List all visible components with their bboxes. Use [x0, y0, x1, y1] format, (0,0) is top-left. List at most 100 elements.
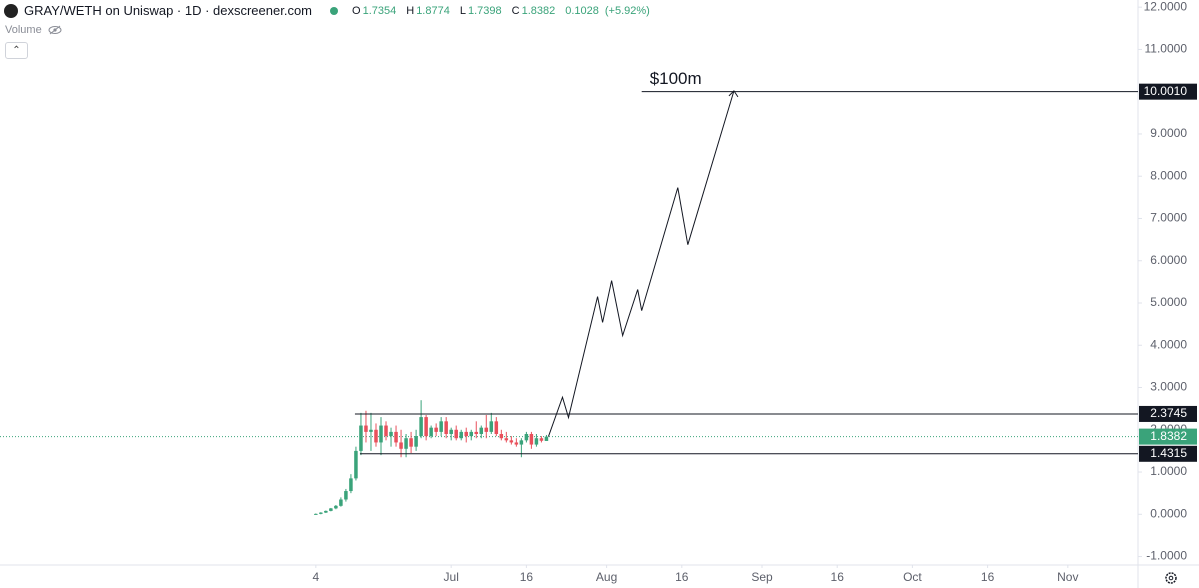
candle-body	[349, 478, 353, 492]
annotation: $100m	[650, 69, 702, 88]
change: 0.1028	[565, 4, 599, 17]
candle-body	[439, 421, 443, 432]
x-tick-label: Aug	[596, 570, 617, 584]
x-tick-label: 16	[981, 570, 995, 584]
candle-body	[354, 450, 358, 479]
volume-toggle[interactable]: Volume	[5, 24, 62, 36]
x-tick-label: Oct	[903, 570, 922, 584]
candle-body	[484, 427, 489, 432]
y-tick-label: 7.0000	[1150, 211, 1187, 225]
ohlc-value: 1.7398	[467, 4, 502, 17]
candle-body	[424, 417, 428, 437]
volume-label: Volume	[5, 24, 42, 36]
eye-icon	[48, 25, 62, 35]
y-tick-label: 12.0000	[1144, 0, 1188, 13]
candle-body	[364, 425, 368, 432]
candle-body	[384, 425, 388, 437]
price-label: 2.3745	[1150, 406, 1187, 420]
y-tick-label: 8.0000	[1150, 168, 1187, 182]
price-label: 1.4315	[1150, 446, 1187, 460]
candle-body	[369, 429, 373, 432]
gear-outer	[1165, 572, 1177, 584]
candle-body	[399, 442, 403, 449]
arrow-head	[728, 90, 739, 98]
candle-body	[329, 508, 333, 511]
candle-body	[314, 513, 318, 515]
y-tick-label: 5.0000	[1150, 295, 1187, 309]
logo	[4, 3, 18, 18]
price-label-box	[1139, 83, 1197, 100]
ohlc-label: L	[459, 4, 466, 17]
x-tick-label: 4	[312, 570, 319, 584]
candle-body	[539, 438, 544, 441]
candle-body	[319, 512, 323, 514]
price-label-box	[1139, 405, 1197, 422]
gear-inner	[1168, 575, 1174, 581]
ohlc-label: O	[352, 4, 361, 17]
ohlc-high: H 1.8774	[406, 5, 450, 17]
candle-body	[444, 421, 448, 434]
ohlc-label: C	[511, 4, 520, 17]
candle-body	[434, 427, 438, 432]
ohlc-value: 1.7354	[362, 4, 397, 17]
ohlc-value: 1.8382	[521, 4, 556, 17]
candle-body	[374, 429, 378, 443]
candle-body	[404, 438, 408, 449]
price-label: 10.0010	[1144, 84, 1188, 98]
last-price-box	[1139, 428, 1197, 445]
x-tick-label: 16	[831, 570, 845, 584]
ohlc-label: H	[406, 4, 415, 17]
candle-body	[334, 505, 338, 509]
y-tick-label: 9.0000	[1150, 126, 1187, 140]
y-tick-label: 11.0000	[1145, 42, 1188, 56]
y-tick-label: 6.0000	[1150, 253, 1187, 267]
candle-body	[469, 431, 473, 437]
candle-body	[499, 433, 504, 439]
y-tick-label: 3.0000	[1150, 380, 1187, 394]
candle-body	[324, 510, 328, 513]
x-tick-label: Sep	[751, 570, 773, 584]
pair-title[interactable]: GRAY/WETH on Uniswap · 1D · dexscreener.…	[24, 3, 313, 18]
candle-body	[479, 427, 484, 434]
candle-body	[494, 421, 499, 434]
candle-body	[339, 499, 343, 506]
x-tick-label: Nov	[1057, 570, 1078, 584]
candle-body	[419, 417, 423, 437]
price-label-box	[1139, 445, 1197, 462]
candle-body	[489, 421, 494, 432]
status-dot	[330, 6, 339, 15]
candle-body	[359, 425, 363, 451]
candle-body	[509, 440, 514, 443]
candle-body	[454, 429, 458, 439]
candle-body	[414, 436, 418, 447]
candle-body	[379, 425, 383, 443]
candle-body	[544, 436, 549, 441]
ohlc-low: L 1.7398	[460, 5, 502, 17]
x-tick-label: Jul	[444, 570, 459, 584]
candle-body	[394, 431, 398, 443]
candle-body	[519, 440, 524, 445]
candle-body	[344, 491, 348, 500]
y-tick-label: 0.0000	[1150, 506, 1187, 520]
y-tick-label: 1.0000	[1150, 464, 1187, 478]
ohlc-value: 1.8774	[416, 4, 450, 17]
candle-body	[459, 431, 463, 439]
x-tick-label: 16	[520, 570, 534, 584]
candle-body	[524, 433, 529, 441]
candle-body	[534, 438, 539, 445]
legend-header: GRAY/WETH on Uniswap · 1D · dexscreener.…	[4, 3, 650, 18]
change-pct: (+5.92%)	[604, 4, 650, 17]
candle-body	[409, 438, 413, 447]
collapse-button[interactable]: ⌃	[5, 42, 28, 59]
candle-body	[504, 438, 509, 441]
y-tick-label: 4.0000	[1150, 337, 1187, 351]
settings-icon[interactable]	[1165, 572, 1177, 584]
ohlc-open: O 1.7354	[352, 5, 396, 17]
candle-body	[449, 429, 453, 434]
x-tick-label: 16	[675, 570, 689, 584]
ohlc-close: C 1.8382	[512, 5, 556, 17]
projection-path	[547, 90, 735, 437]
candle-body	[389, 431, 393, 437]
